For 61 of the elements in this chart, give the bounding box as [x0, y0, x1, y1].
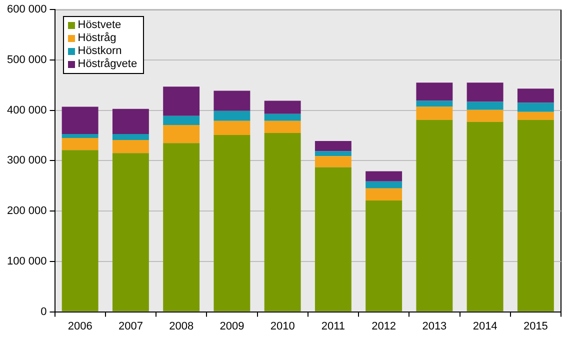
bar [163, 86, 200, 116]
y-tick-label: 0 [40, 306, 47, 318]
y-tick-label: 500 000 [6, 54, 47, 66]
bar [214, 120, 250, 136]
bar [112, 108, 149, 134]
bar [366, 188, 402, 200]
y-tick-label: 300 000 [6, 154, 47, 167]
x-tick-label: 2011 [321, 320, 346, 332]
bar [214, 135, 250, 312]
bar [366, 200, 402, 312]
bar [416, 120, 453, 312]
x-tick-label: 2013 [422, 320, 447, 332]
bar [214, 90, 250, 111]
bar [466, 122, 504, 312]
bar [416, 106, 453, 120]
bar [163, 124, 200, 144]
bar [62, 138, 98, 150]
bar [466, 82, 504, 102]
bar [264, 133, 301, 312]
legend-label: Höstråg [78, 32, 116, 45]
legend-label: Höstrågvete [78, 58, 138, 71]
legend-label: Höstkorn [78, 44, 122, 58]
bar [163, 143, 200, 312]
x-tick-label: 2015 [523, 320, 548, 332]
bar [112, 134, 149, 140]
y-tick-label: 200 000 [6, 205, 47, 218]
x-tick-label: 2007 [118, 320, 143, 332]
x-tick-label: 2009 [220, 320, 244, 332]
bar [112, 153, 149, 312]
x-tick-label: 2012 [372, 320, 396, 332]
bar [517, 112, 554, 120]
bar [314, 167, 352, 312]
bar [314, 151, 352, 156]
y-tick-label: 100 000 [6, 255, 47, 268]
bar [466, 110, 504, 122]
legend-label: Höstvete [78, 18, 122, 32]
bar [517, 120, 554, 312]
x-tick-label: 2008 [169, 320, 194, 332]
bar [264, 100, 301, 114]
bar [112, 140, 149, 154]
bar [366, 181, 402, 188]
bar [416, 82, 453, 101]
x-tick-label: 2010 [270, 320, 295, 332]
y-tick-label: 400 000 [6, 104, 47, 116]
x-tick-label: 2014 [472, 320, 498, 332]
bar [517, 102, 554, 112]
bar [517, 88, 554, 103]
bar [314, 156, 352, 168]
x-tick-label: 2006 [68, 320, 92, 332]
bar [264, 120, 301, 133]
bar [264, 114, 301, 121]
bar [466, 102, 504, 110]
bar [416, 100, 453, 107]
y-tick-label: 600 000 [6, 4, 47, 16]
bar [163, 116, 200, 125]
bar [314, 141, 352, 152]
bar [366, 171, 402, 182]
bar [214, 110, 250, 121]
bar [62, 150, 98, 312]
bar [62, 106, 98, 134]
bar [62, 134, 98, 138]
